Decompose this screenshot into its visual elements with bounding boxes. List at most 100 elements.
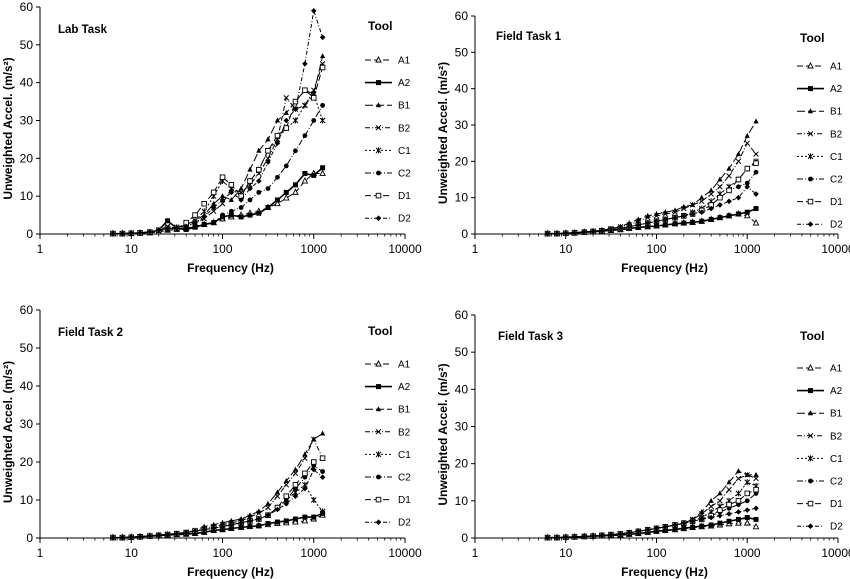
y-axis-title: Unweighted Accel. (m/s²): [1, 57, 15, 199]
data-point-B2: [698, 198, 705, 205]
data-point-B2: [681, 205, 687, 212]
x-tick-label: 100: [212, 242, 232, 256]
data-point-D2: [147, 229, 153, 235]
panel-title: Field Task 2: [58, 327, 123, 339]
data-point-D2: [164, 225, 171, 232]
data-point-D2: [662, 524, 669, 530]
data-point-D2: [735, 509, 742, 515]
data-point-D1: [311, 459, 317, 465]
data-point-D2: [698, 209, 705, 215]
data-point-B1: [256, 147, 262, 153]
data-point-D2: [708, 514, 714, 521]
legend-marker-A2: [808, 86, 813, 92]
data-point-A2: [753, 516, 759, 522]
data-point-C2: [753, 169, 759, 175]
data-point-D2: [562, 534, 569, 541]
legend-title: Tool: [368, 324, 392, 338]
data-point-D2: [599, 227, 605, 234]
legend-marker-A1: [807, 364, 814, 371]
legend-marker-B1: [375, 406, 382, 412]
data-point-C2: [320, 469, 325, 474]
y-tick-label: 40: [455, 382, 469, 396]
data-point-D2: [119, 230, 126, 237]
data-point-D2: [192, 528, 198, 534]
y-tick-label: 60: [20, 0, 34, 14]
data-point-A2: [274, 519, 280, 525]
data-point-D2: [173, 225, 180, 232]
data-point-D2: [653, 218, 660, 225]
series-line-D1: [112, 67, 324, 235]
data-point-D1: [311, 95, 317, 101]
data-point-A2: [265, 521, 271, 527]
data-point-D2: [319, 34, 326, 41]
y-tick-label: 0: [461, 531, 468, 545]
series-C1: [544, 158, 759, 237]
data-point-A2: [645, 224, 651, 230]
legend-label-B1: B1: [830, 107, 843, 118]
data-point-A2: [662, 528, 668, 534]
y-tick-label: 20: [455, 154, 469, 168]
data-point-B1: [238, 185, 244, 191]
data-point-B1: [319, 430, 326, 436]
data-point-D1: [201, 200, 207, 207]
data-point-A2: [292, 182, 298, 188]
series-line-A1: [112, 172, 323, 235]
y-tick-label: 30: [20, 417, 34, 431]
data-point-C1: [744, 479, 751, 486]
data-point-D2: [608, 226, 614, 233]
data-point-D2: [698, 516, 705, 523]
data-point-B2: [283, 95, 290, 101]
data-point-B1: [292, 466, 299, 472]
data-point-A2: [699, 218, 705, 224]
legend-label-A2: A2: [398, 382, 411, 393]
data-point-B2: [265, 155, 271, 162]
data-point-D2: [717, 512, 723, 519]
data-point-B1: [699, 194, 705, 200]
data-point-D1: [717, 194, 723, 201]
data-point-D2: [726, 198, 732, 205]
panel-3: 0 10 20 30 40 50 60 1 10 100 1000 10000 Frequency (H…: [1, 303, 422, 579]
data-point-D2: [581, 229, 588, 235]
data-point-D2: [183, 529, 189, 536]
legend-marker-C2: [376, 170, 381, 176]
data-point-C2: [736, 184, 741, 190]
data-point-D2: [544, 230, 551, 237]
data-point-A1: [282, 194, 290, 201]
data-point-A2: [708, 216, 714, 222]
data-point-D2: [274, 506, 281, 513]
data-point-B1: [283, 109, 289, 115]
x-tick-label: 10: [559, 242, 573, 256]
y-tick-label: 0: [26, 227, 33, 241]
legend-label-D2: D2: [830, 220, 843, 231]
x-axis-title: Frequency (Hz): [187, 261, 274, 275]
data-point-C1: [319, 508, 326, 515]
data-point-D2: [753, 505, 759, 512]
data-point-C2: [201, 222, 207, 227]
data-point-C2: [228, 208, 234, 214]
legend-marker-A2: [376, 384, 381, 390]
legend-label-B2: B2: [398, 427, 411, 438]
data-point-B1: [708, 497, 714, 503]
data-point-D2: [256, 178, 262, 184]
x-tick-label: 1: [472, 242, 479, 256]
series-line-D1: [112, 457, 323, 539]
data-point-D2: [635, 222, 642, 228]
legend-marker-D1: [375, 192, 382, 199]
series-line-B2: [547, 142, 757, 235]
y-tick-label: 40: [20, 76, 34, 90]
series-D1: [544, 160, 759, 237]
data-point-B1: [319, 53, 326, 59]
data-point-D1: [283, 125, 290, 131]
data-point-D2: [164, 531, 171, 538]
data-point-D2: [155, 532, 162, 539]
series-A1: [109, 169, 326, 237]
data-point-B2: [256, 510, 262, 517]
data-point-B2: [726, 486, 732, 493]
x-axis-title: Frequency (Hz): [621, 261, 708, 275]
data-point-C2: [211, 220, 217, 226]
data-point-D2: [219, 523, 226, 530]
data-point-D2: [554, 534, 560, 541]
data-point-A2: [256, 210, 262, 216]
data-point-D1: [735, 498, 742, 504]
data-point-A2: [726, 518, 732, 524]
